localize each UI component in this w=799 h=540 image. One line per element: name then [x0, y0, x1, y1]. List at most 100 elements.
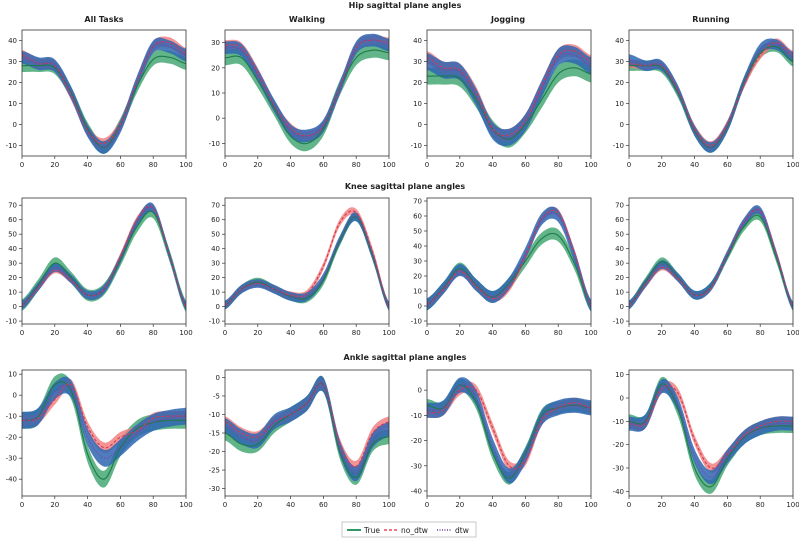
line-no-dtw — [427, 49, 591, 137]
x-tick-label: 80 — [756, 501, 765, 509]
axes-frame — [628, 29, 794, 157]
y-tick-label: 30 — [8, 260, 17, 268]
y-tick-label: 20 — [211, 274, 220, 282]
x-tick-label: 40 — [83, 161, 92, 169]
line-no-dtw — [427, 209, 591, 307]
y-tick-label: 10 — [8, 289, 17, 297]
x-tick-label: 40 — [83, 329, 92, 337]
x-tick-label: 40 — [690, 161, 699, 169]
y-tick-label: 30 — [413, 258, 422, 266]
line-no-dtw — [427, 385, 591, 470]
panel-ankle-all-tasks: 0 20 40 60 80 100 -40 -30 -20 -10 0 10 — [6, 369, 193, 509]
x-tick-label: 80 — [756, 329, 765, 337]
band-dtw — [629, 38, 793, 153]
y-tick-label: 30 — [8, 58, 17, 66]
x-tick-label: 20 — [657, 329, 666, 337]
band-True — [22, 373, 186, 488]
x-tick-label: 0 — [223, 329, 227, 337]
x-tick-label: 40 — [286, 329, 295, 337]
y-tick-label: 20 — [615, 79, 624, 87]
x-tick-label: 80 — [149, 501, 158, 509]
y-tick-label: 30 — [413, 58, 422, 66]
y-tick-label: 30 — [615, 58, 624, 66]
y-tick-label: 40 — [8, 37, 17, 45]
x-tick-label: 0 — [223, 501, 227, 509]
plot-area — [629, 38, 793, 153]
line-dtw — [427, 53, 591, 139]
y-tick-label: 20 — [413, 273, 422, 281]
y-tick-label: 40 — [211, 245, 220, 253]
plot-area — [629, 376, 793, 494]
y-tick-label: -40 — [613, 488, 624, 496]
y-tick-label: -40 — [411, 487, 422, 495]
y-tick-label: -10 — [411, 318, 422, 326]
axes-frame — [426, 369, 592, 497]
y-tick-label: 30 — [615, 260, 624, 268]
y-tick-label: 20 — [211, 64, 220, 72]
x-tick-label: 20 — [657, 501, 666, 509]
band-dtw — [427, 206, 591, 312]
x-tick-label: 0 — [627, 329, 631, 337]
y-tick-label: 70 — [211, 202, 220, 210]
x-tick-label: 20 — [50, 161, 59, 169]
x-tick-label: 80 — [352, 501, 361, 509]
y-tick-label: -10 — [613, 418, 624, 426]
y-tick-label: 50 — [413, 228, 422, 236]
x-tick-label: 40 — [286, 501, 295, 509]
x-tick-label: 60 — [319, 161, 328, 169]
y-tick-label: 10 — [8, 371, 17, 379]
x-tick-label: 40 — [488, 329, 497, 337]
x-tick-label: 100 — [786, 329, 799, 337]
y-tick-label: 50 — [211, 231, 220, 239]
line-True — [22, 55, 186, 149]
x-tick-label: 60 — [521, 501, 530, 509]
axes-frame — [426, 29, 592, 157]
y-tick-label: 50 — [8, 231, 17, 239]
band-True — [427, 227, 591, 312]
x-tick-label: 100 — [584, 501, 597, 509]
col-title-all-tasks: All Tasks — [84, 15, 123, 24]
x-tick-label: 60 — [723, 329, 732, 337]
x-tick-label: 0 — [425, 501, 429, 509]
line-True — [225, 49, 389, 145]
band-dtw — [22, 37, 186, 154]
y-tick-label: 0 — [620, 395, 624, 403]
y-tick-label: 10 — [211, 289, 220, 297]
y-tick-label: 70 — [413, 198, 422, 206]
y-tick-label: 20 — [8, 274, 17, 282]
x-tick-label: 60 — [723, 161, 732, 169]
panel-ankle-running: 0 20 40 60 80 100 -40 -30 -20 -10 0 10 — [613, 369, 799, 509]
x-tick-label: 100 — [584, 329, 597, 337]
x-tick-label: 80 — [554, 161, 563, 169]
x-tick-label: 80 — [149, 329, 158, 337]
y-tick-label: 10 — [413, 100, 422, 108]
x-tick-label: 20 — [253, 329, 262, 337]
line-no-dtw — [225, 210, 389, 307]
x-tick-label: 80 — [756, 161, 765, 169]
band-dtw — [225, 212, 389, 311]
x-tick-label: 60 — [116, 329, 125, 337]
y-tick-label: -30 — [209, 485, 220, 493]
y-tick-label: 60 — [8, 216, 17, 224]
plot-area — [225, 375, 389, 485]
col-titles: All Tasks Walking Jogging Running — [84, 15, 730, 24]
plot-area — [22, 373, 186, 488]
plot-area — [427, 206, 591, 312]
y-tick-label: -30 — [613, 465, 624, 473]
y-tick-label: -20 — [209, 448, 220, 456]
x-tick-label: 100 — [382, 501, 395, 509]
x-tick-label: 60 — [319, 501, 328, 509]
y-tick-label: -30 — [411, 462, 422, 470]
legend-true-label: True — [363, 526, 380, 535]
y-tick-label: -10 — [411, 142, 422, 150]
line-dtw — [629, 385, 793, 478]
line-True — [427, 67, 591, 140]
line-dtw — [22, 43, 186, 149]
line-no-dtw — [22, 383, 186, 449]
x-tick-label: 40 — [83, 501, 92, 509]
legend-frame — [341, 521, 477, 538]
